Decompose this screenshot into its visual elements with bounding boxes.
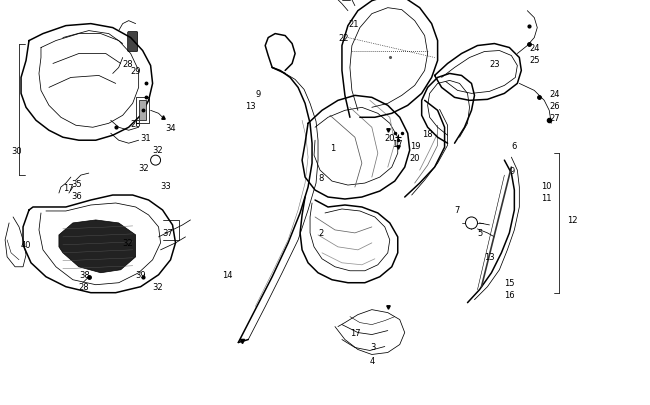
Text: 32: 32 xyxy=(138,163,150,172)
Text: 9: 9 xyxy=(255,90,261,99)
Text: 26: 26 xyxy=(549,102,560,111)
Text: 8: 8 xyxy=(318,173,324,182)
Text: 32: 32 xyxy=(123,239,133,248)
Text: 17: 17 xyxy=(63,183,73,192)
Text: 32: 32 xyxy=(153,145,163,154)
Text: 38: 38 xyxy=(79,271,90,279)
Text: 36: 36 xyxy=(71,191,82,200)
Text: 17: 17 xyxy=(350,328,361,337)
Text: 18: 18 xyxy=(422,130,432,139)
Polygon shape xyxy=(59,220,136,273)
Text: 16: 16 xyxy=(504,290,515,299)
Text: 20: 20 xyxy=(385,133,395,143)
Text: 37: 37 xyxy=(162,229,174,238)
Text: 33: 33 xyxy=(161,181,172,190)
Text: 19: 19 xyxy=(410,141,420,150)
Text: 23: 23 xyxy=(489,60,500,69)
Text: 39: 39 xyxy=(136,271,146,279)
Text: 28: 28 xyxy=(123,60,133,69)
Text: 3: 3 xyxy=(370,342,375,351)
Text: 32: 32 xyxy=(153,283,163,292)
Text: 4: 4 xyxy=(370,356,375,365)
Text: 15: 15 xyxy=(504,279,515,288)
FancyBboxPatch shape xyxy=(127,32,138,52)
Text: 28: 28 xyxy=(131,119,141,128)
Text: 13: 13 xyxy=(484,253,495,262)
Text: 27: 27 xyxy=(549,113,560,122)
Text: 35: 35 xyxy=(71,179,81,188)
Text: 14: 14 xyxy=(222,271,233,279)
Text: 12: 12 xyxy=(567,216,578,225)
Text: 13: 13 xyxy=(245,102,256,111)
Text: 22: 22 xyxy=(338,34,348,43)
Text: 34: 34 xyxy=(166,124,176,132)
Text: 29: 29 xyxy=(131,67,141,76)
Text: 21: 21 xyxy=(348,20,358,29)
Text: 17: 17 xyxy=(392,139,402,148)
Text: 2: 2 xyxy=(318,229,323,238)
Text: 6: 6 xyxy=(512,141,517,150)
Text: 9: 9 xyxy=(510,166,515,175)
Text: 25: 25 xyxy=(529,56,539,65)
Circle shape xyxy=(465,217,478,229)
Text: 28: 28 xyxy=(79,283,90,292)
Bar xyxy=(138,101,146,121)
Text: 20: 20 xyxy=(410,153,420,162)
Text: 30: 30 xyxy=(11,146,21,155)
Text: 24: 24 xyxy=(529,44,539,53)
Text: 10: 10 xyxy=(541,181,552,190)
Text: 24: 24 xyxy=(549,90,560,99)
Text: 1: 1 xyxy=(330,143,335,152)
Text: 31: 31 xyxy=(140,133,151,143)
Circle shape xyxy=(151,156,161,166)
Text: 40: 40 xyxy=(21,241,32,250)
Text: 5: 5 xyxy=(478,229,483,238)
Text: 11: 11 xyxy=(541,193,552,202)
Text: 7: 7 xyxy=(454,206,460,215)
